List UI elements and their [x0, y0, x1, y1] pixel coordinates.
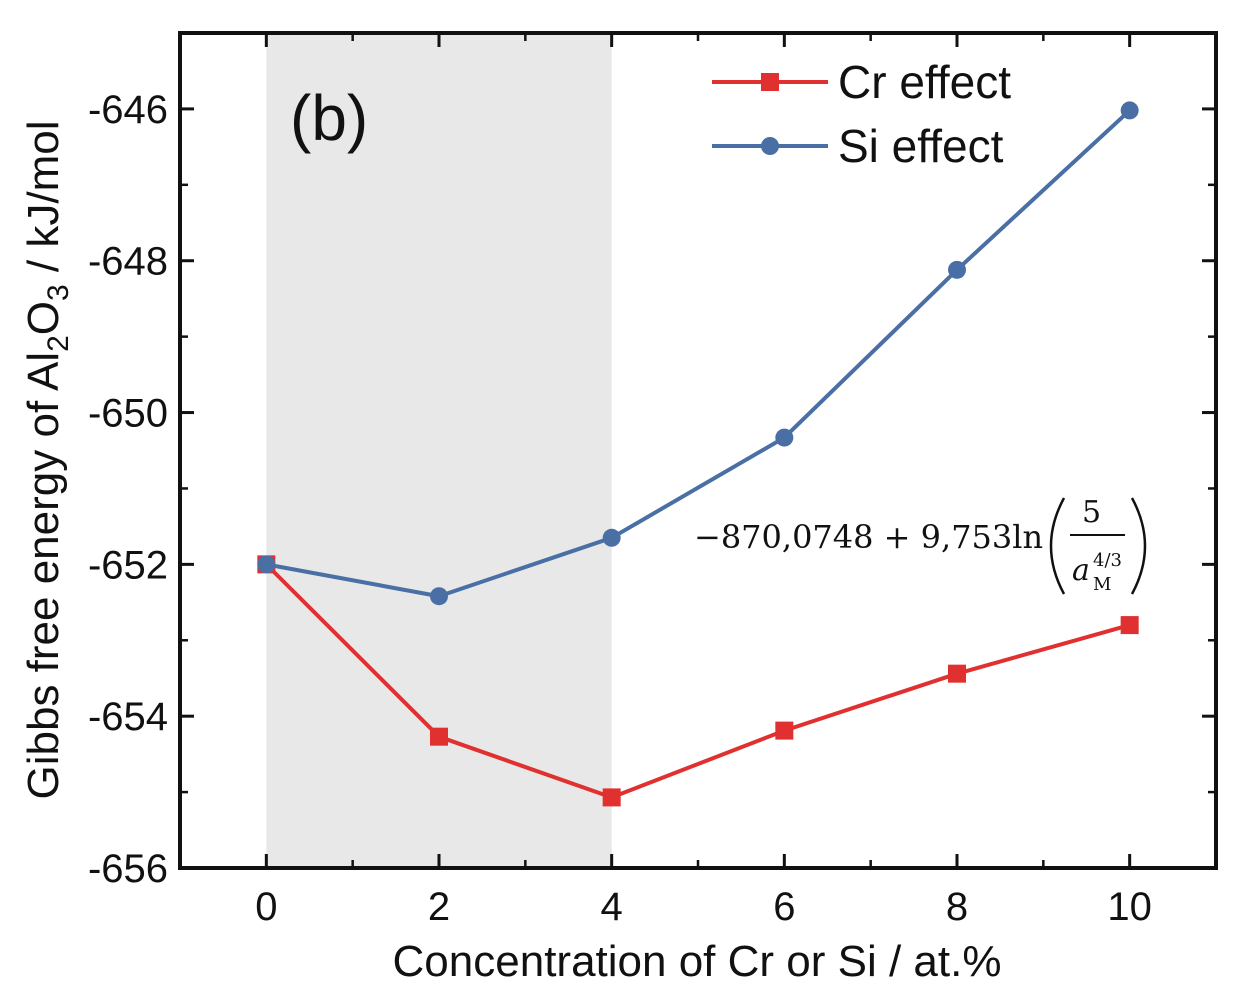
x-tick-label: 0 — [255, 885, 277, 929]
formula-main: −870,0748 + 9,753ln — [694, 518, 1043, 556]
y-tick-label: -654 — [88, 695, 168, 739]
data-point-si — [257, 555, 276, 574]
formula-left-paren — [1049, 497, 1066, 595]
y-tick-label: -646 — [88, 88, 168, 132]
data-point-cr — [430, 727, 448, 746]
data-point-si — [1120, 101, 1139, 120]
major-ticks — [180, 33, 1216, 870]
data-point-si — [948, 260, 966, 279]
data-point-cr — [602, 788, 621, 807]
x-tick-label: 2 — [428, 885, 450, 929]
series-layer — [257, 101, 1139, 807]
legend-label-cr: Cr effect — [838, 56, 1011, 108]
tick-labels: 0 2 4 6 8 10 -656 -654 -652 -650 -648 -646 — [88, 88, 1152, 929]
data-point-si — [602, 528, 621, 547]
formula-denominator-sup: 4/3 — [1093, 550, 1122, 571]
y-title-prefix: Gibbs free energy of Al — [19, 352, 68, 800]
x-tick-label: 10 — [1107, 885, 1152, 929]
legend-label-si: Si effect — [838, 120, 1004, 172]
data-point-si — [430, 587, 448, 606]
data-point-cr — [948, 664, 966, 683]
x-tick-label: 8 — [946, 885, 968, 929]
x-tick-label: 4 — [601, 885, 623, 929]
y-title-suffix: / kJ/mol — [19, 121, 68, 285]
formula-annotation: −870,0748 + 9,753ln 5 a 4/3 M — [694, 495, 1147, 595]
y-tick-label: -652 — [88, 543, 168, 587]
data-point-cr — [1120, 616, 1139, 635]
y-tick-label: -648 — [88, 240, 168, 284]
plot-frame — [178, 31, 1218, 870]
data-point-si — [775, 428, 794, 447]
y-axis-title: Gibbs free energy of Al2O3 / kJ/mol — [19, 121, 75, 800]
y-title-mid: O — [19, 301, 68, 335]
x-tick-label: 6 — [773, 885, 795, 929]
legend: Cr effect Si effect — [712, 56, 1011, 172]
legend-marker-cr — [761, 73, 779, 91]
legend-marker-si — [761, 137, 779, 155]
formula-right-paren — [1130, 497, 1147, 595]
series-line-cr — [264, 562, 1131, 800]
y-title-sub2: 3 — [42, 284, 75, 301]
x-axis-title: Concentration of Cr or Si / at.% — [393, 937, 1002, 986]
y-tick-label: -650 — [88, 392, 168, 436]
y-tick-label: -656 — [88, 847, 168, 891]
y-title-sub1: 2 — [42, 335, 75, 352]
formula-numerator: 5 — [1082, 495, 1101, 530]
formula-denominator-base: a — [1072, 553, 1090, 588]
data-point-cr — [775, 721, 794, 740]
formula-denominator-sub: M — [1093, 574, 1111, 595]
panel-label: (b) — [290, 82, 368, 154]
series-line-si — [265, 108, 1132, 599]
